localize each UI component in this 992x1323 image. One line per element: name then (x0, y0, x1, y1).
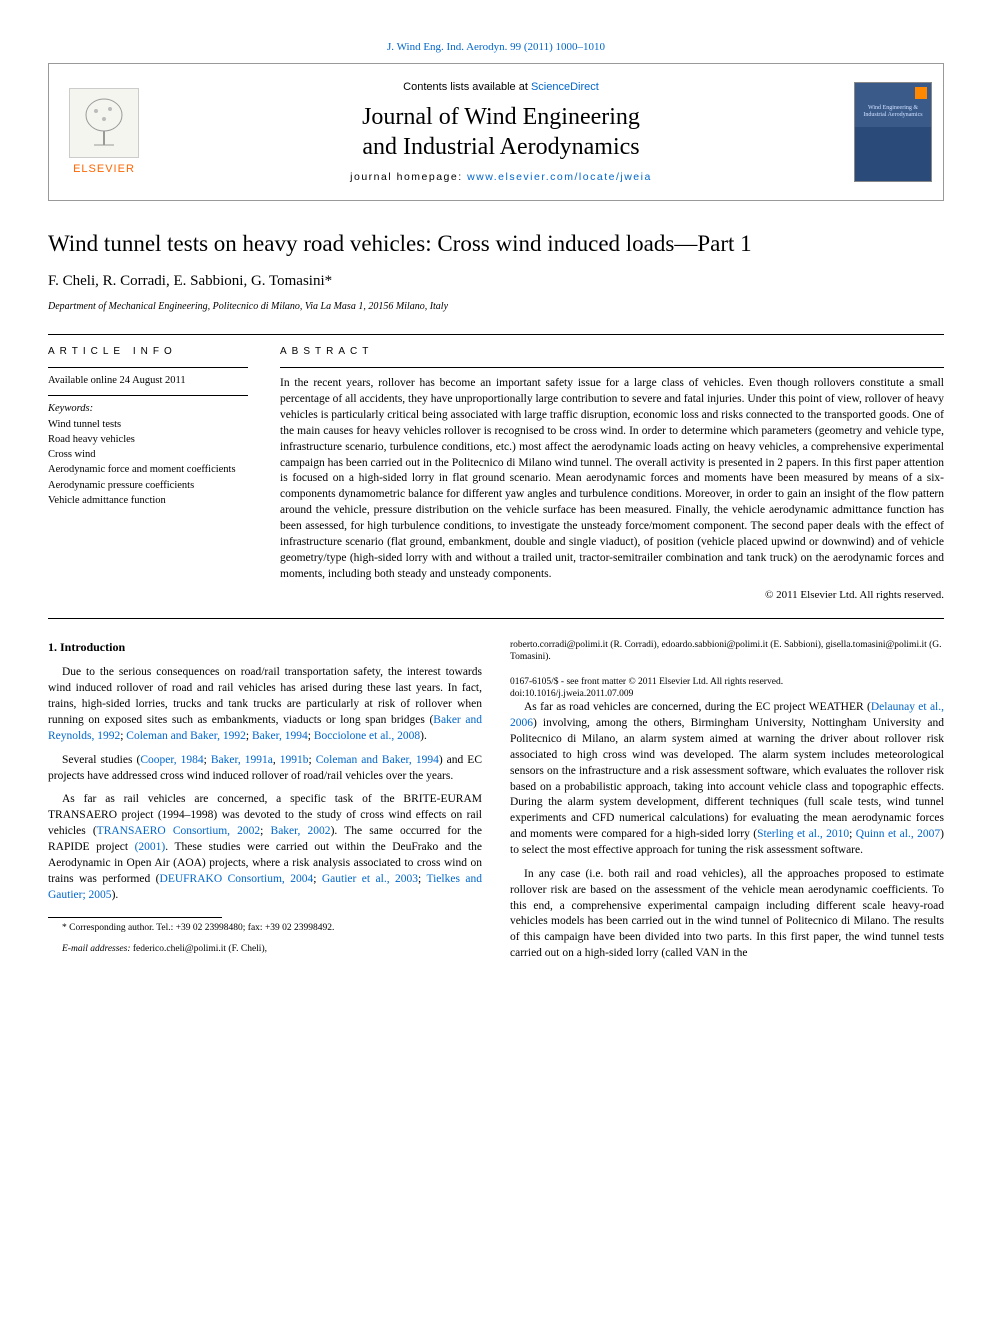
article-info-header: ARTICLE INFO (48, 345, 248, 359)
keyword-item: Wind tunnel tests (48, 417, 248, 432)
body-text: , (273, 754, 280, 766)
citation-link[interactable]: 1991b (280, 754, 309, 766)
contents-available-line: Contents lists available at ScienceDirec… (167, 80, 835, 95)
citation-link[interactable]: Quinn et al., 2007 (856, 828, 940, 840)
citation-link[interactable]: Coleman and Baker, 1994 (316, 754, 439, 766)
journal-reference: J. Wind Eng. Ind. Aerodyn. 99 (2011) 100… (48, 40, 944, 55)
body-text: As far as road vehicles are concerned, d… (524, 701, 871, 713)
keywords-label: Keywords: (48, 402, 248, 417)
body-text: Due to the serious consequences on road/… (48, 666, 482, 726)
body-text: ; (849, 828, 856, 840)
citation-link[interactable]: DEUFRAKO Consortium, 2004 (160, 873, 314, 885)
email-footnote-cont: roberto.corradi@polimi.it (R. Corradi), … (510, 639, 944, 664)
keyword-item: Aerodynamic force and moment coefficient… (48, 462, 248, 477)
keyword-item: Road heavy vehicles (48, 432, 248, 447)
homepage-prefix: journal homepage: (350, 171, 467, 183)
body-paragraph: Due to the serious consequences on road/… (48, 665, 482, 744)
email-text: federico.cheli@polimi.it (F. Cheli), (133, 944, 267, 954)
abstract-copyright: © 2011 Elsevier Ltd. All rights reserved… (280, 588, 944, 603)
body-paragraph: As far as road vehicles are concerned, d… (510, 700, 944, 859)
keyword-item: Cross wind (48, 447, 248, 462)
body-paragraph: Several studies (Cooper, 1984; Baker, 19… (48, 753, 482, 785)
corresponding-author-footnote: * Corresponding author. Tel.: +39 02 239… (48, 922, 482, 934)
body-text: ; (313, 873, 322, 885)
body-text: ). (112, 889, 119, 901)
authors-line: F. Cheli, R. Corradi, E. Sabbioni, G. To… (48, 271, 944, 292)
article-title: Wind tunnel tests on heavy road vehicles… (48, 229, 944, 259)
citation-link[interactable]: (2001) (135, 841, 166, 853)
keywords-list: Wind tunnel tests Road heavy vehicles Cr… (48, 417, 248, 508)
body-text: Several studies ( (62, 754, 140, 766)
body-text: ) involving, among the others, Birmingha… (510, 717, 944, 840)
citation-link[interactable]: Bocciolone et al., 2008 (314, 730, 420, 742)
journal-cover-thumb: Wind Engineering & Industrial Aerodynami… (854, 82, 932, 182)
abstract-header: ABSTRACT (280, 345, 944, 359)
elsevier-label: ELSEVIER (73, 162, 135, 177)
footnote-separator (48, 917, 222, 918)
citation-link[interactable]: Gautier et al., 2003 (322, 873, 418, 885)
contents-prefix: Contents lists available at (403, 81, 531, 93)
citation-link[interactable]: Baker, 1994 (252, 730, 308, 742)
top-divider (48, 334, 944, 335)
body-text: ; (260, 825, 270, 837)
mid-divider (48, 618, 944, 619)
available-online: Available online 24 August 2011 (48, 367, 248, 389)
article-info-block: ARTICLE INFO Available online 24 August … (48, 345, 248, 604)
journal-ref-link[interactable]: J. Wind Eng. Ind. Aerodyn. 99 (2011) 100… (387, 41, 605, 53)
homepage-line: journal homepage: www.elsevier.com/locat… (167, 170, 835, 185)
abstract-text: In the recent years, rollover has become… (280, 367, 944, 582)
emails-label: E-mail addresses: (62, 944, 131, 954)
elsevier-tree-icon (69, 88, 139, 158)
keyword-item: Aerodynamic pressure coefficients (48, 478, 248, 493)
doi-line: doi:10.1016/j.jweia.2011.07.009 (510, 688, 944, 700)
body-columns: 1. Introduction Due to the serious conse… (48, 639, 944, 967)
citation-link[interactable]: Baker, 1991a (211, 754, 273, 766)
body-paragraph: As far as rail vehicles are concerned, a… (48, 792, 482, 903)
cover-caption: Wind Engineering & Industrial Aerodynami… (859, 105, 927, 118)
issn-line: 0167-6105/$ - see front matter © 2011 El… (510, 676, 944, 688)
body-text: ). (420, 730, 427, 742)
citation-link[interactable]: TRANSAERO Consortium, 2002 (97, 825, 261, 837)
homepage-link[interactable]: www.elsevier.com/locate/jweia (467, 171, 652, 183)
footer-block: 0167-6105/$ - see front matter © 2011 El… (510, 676, 944, 701)
email-footnote: E-mail addresses: federico.cheli@polimi.… (48, 943, 482, 955)
body-text: ; (204, 754, 211, 766)
corresponding-marker: * (325, 273, 333, 289)
body-text: ; (309, 754, 316, 766)
journal-cover-block: Wind Engineering & Industrial Aerodynami… (843, 64, 943, 200)
journal-name: Journal of Wind Engineering and Industri… (167, 102, 835, 162)
section-heading-intro: 1. Introduction (48, 639, 482, 656)
keyword-item: Vehicle admittance function (48, 493, 248, 508)
journal-header-mid: Contents lists available at ScienceDirec… (159, 64, 843, 200)
authors-names: F. Cheli, R. Corradi, E. Sabbioni, G. To… (48, 273, 325, 289)
citation-link[interactable]: Sterling et al., 2010 (757, 828, 849, 840)
citation-link[interactable]: Cooper, 1984 (140, 754, 203, 766)
journal-name-line2: and Industrial Aerodynamics (362, 134, 639, 160)
body-paragraph: In any case (i.e. both rail and road veh… (510, 867, 944, 962)
journal-header-box: ELSEVIER Contents lists available at Sci… (48, 63, 944, 201)
info-abstract-row: ARTICLE INFO Available online 24 August … (48, 345, 944, 604)
journal-name-line1: Journal of Wind Engineering (362, 104, 640, 130)
abstract-block: ABSTRACT In the recent years, rollover h… (280, 345, 944, 604)
keywords-block: Keywords: Wind tunnel tests Road heavy v… (48, 395, 248, 508)
publisher-logo-block: ELSEVIER (49, 64, 159, 200)
citation-link[interactable]: Coleman and Baker, 1992 (126, 730, 246, 742)
citation-link[interactable]: Baker, 2002 (271, 825, 331, 837)
sciencedirect-link[interactable]: ScienceDirect (531, 81, 599, 93)
affiliation: Department of Mechanical Engineering, Po… (48, 300, 944, 314)
